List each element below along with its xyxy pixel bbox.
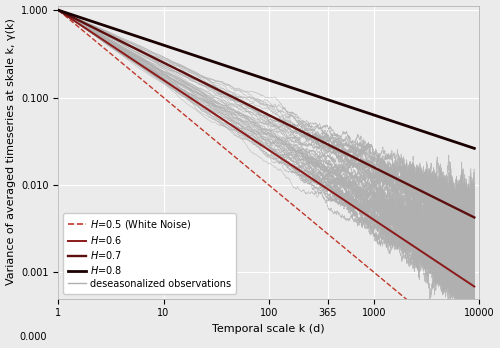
X-axis label: Temporal scale k (d): Temporal scale k (d) <box>212 324 325 334</box>
Y-axis label: Variance of averaged timeseries at skale k, γ(k): Variance of averaged timeseries at skale… <box>6 19 16 285</box>
Text: 0.000: 0.000 <box>20 332 47 342</box>
Legend: $H$=0.5 (White Noise), $H$=0.6, $H$=0.7, $H$=0.8, deseasonalized observations: $H$=0.5 (White Noise), $H$=0.6, $H$=0.7,… <box>63 213 236 294</box>
